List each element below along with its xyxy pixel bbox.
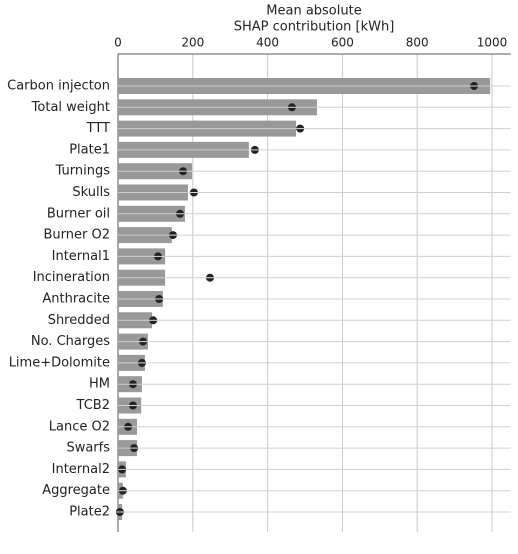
y-tick-label: Carbon injecton	[7, 79, 110, 94]
y-tick-label: Swarfs	[66, 441, 110, 456]
axis-title: Mean absolute	[266, 4, 361, 19]
x-tick-label: 200	[181, 36, 204, 50]
y-tick-label: Lance O2	[49, 419, 110, 434]
y-tick-label: No. Charges	[31, 334, 110, 349]
y-tick-label: TTT	[86, 121, 110, 136]
y-tick-label: Skulls	[72, 185, 110, 200]
y-tick-label: Plate1	[69, 142, 110, 157]
y-tick-label: Internal1	[52, 249, 110, 264]
x-tick-label: 0	[114, 36, 122, 50]
x-tick-label: 1000	[477, 36, 508, 50]
y-tick-label: Shredded	[48, 313, 110, 328]
y-tick-label: Lime+Dolomite	[9, 355, 110, 370]
y-tick-label: Aggregate	[42, 483, 110, 498]
y-tick-label: Burner oil	[47, 206, 110, 221]
y-tick-label: HM	[89, 377, 110, 392]
y-tick-label: Total weight	[31, 100, 110, 115]
axis-title: SHAP contribution [kWh]	[234, 20, 395, 35]
x-tick-label: 800	[406, 36, 429, 50]
y-tick-label: Incineration	[33, 270, 110, 285]
y-tick-label: Anthracite	[42, 292, 110, 307]
x-tick-label: 600	[331, 36, 354, 50]
x-tick-label: 400	[256, 36, 279, 50]
y-tick-label: Turnings	[55, 164, 111, 179]
y-tick-label: TCB2	[76, 398, 110, 413]
y-tick-label: Internal2	[52, 462, 110, 477]
y-tick-label: Burner O2	[44, 228, 111, 243]
y-tick-label: Plate2	[69, 505, 110, 520]
